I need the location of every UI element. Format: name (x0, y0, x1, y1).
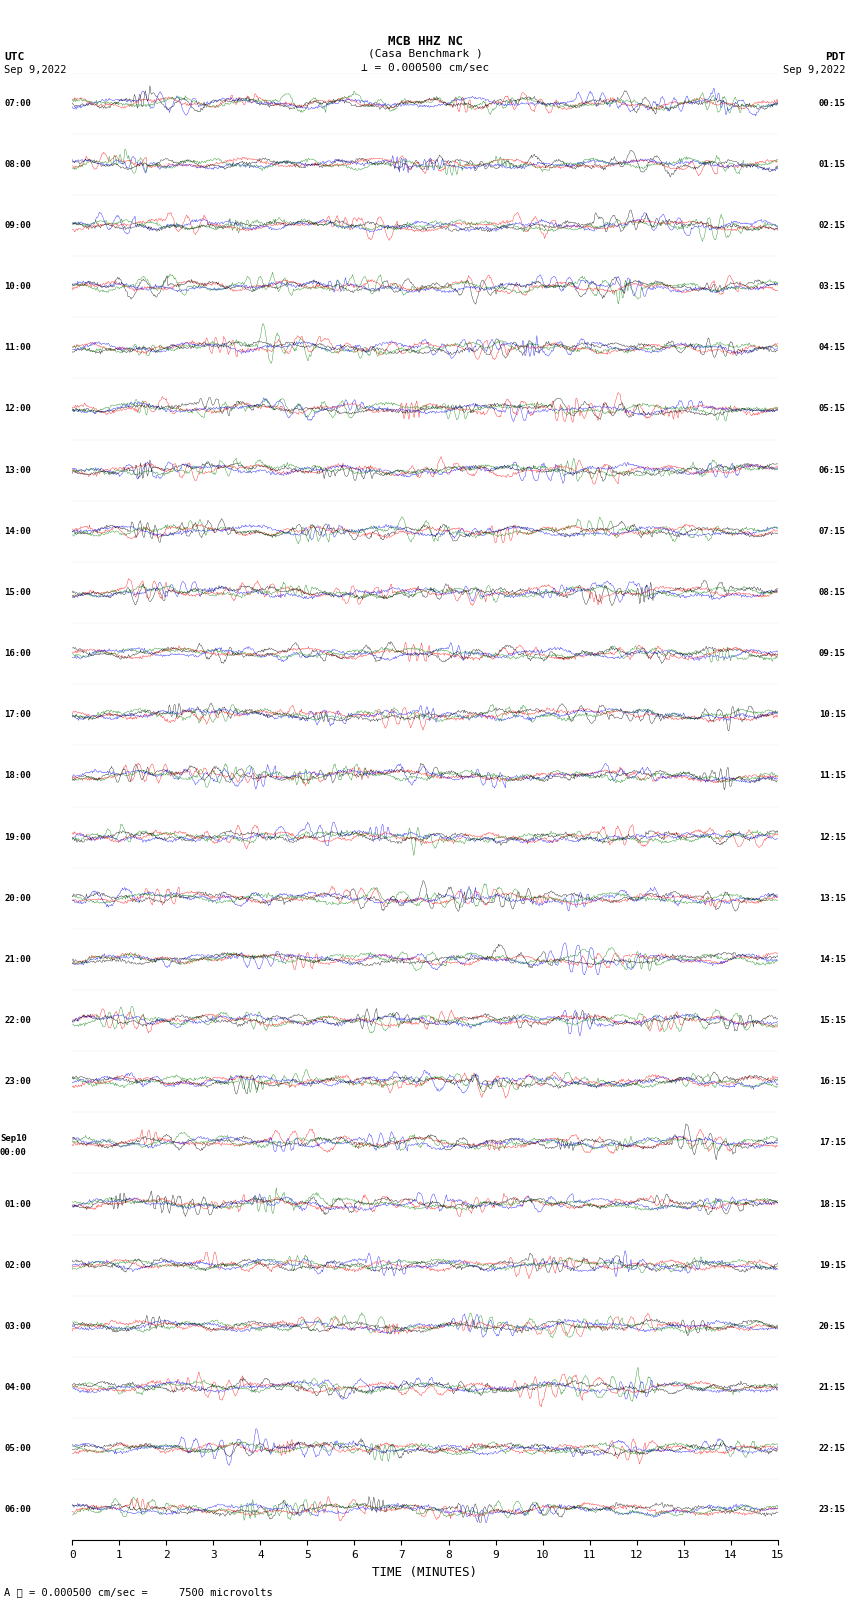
Text: PDT: PDT (825, 52, 846, 61)
Text: 05:00: 05:00 (4, 1444, 31, 1453)
Text: 10:15: 10:15 (819, 710, 846, 719)
Text: 01:15: 01:15 (819, 160, 846, 169)
Text: 02:00: 02:00 (4, 1261, 31, 1269)
Text: 11:15: 11:15 (819, 771, 846, 781)
Text: 20:00: 20:00 (4, 894, 31, 903)
Text: 14:00: 14:00 (4, 527, 31, 536)
Text: 22:15: 22:15 (819, 1444, 846, 1453)
Text: 21:00: 21:00 (4, 955, 31, 965)
Text: 22:00: 22:00 (4, 1016, 31, 1024)
Text: 12:00: 12:00 (4, 405, 31, 413)
Text: 13:15: 13:15 (819, 894, 846, 903)
Text: 16:15: 16:15 (819, 1077, 846, 1086)
Text: 23:00: 23:00 (4, 1077, 31, 1086)
Text: 19:00: 19:00 (4, 832, 31, 842)
Text: (Casa Benchmark ): (Casa Benchmark ) (367, 48, 483, 58)
Text: 05:15: 05:15 (819, 405, 846, 413)
Text: 21:15: 21:15 (819, 1382, 846, 1392)
Text: UTC: UTC (4, 52, 25, 61)
Text: 08:15: 08:15 (819, 589, 846, 597)
Text: 03:15: 03:15 (819, 282, 846, 290)
Text: 17:15: 17:15 (819, 1139, 846, 1147)
Text: 12:15: 12:15 (819, 832, 846, 842)
Text: 04:15: 04:15 (819, 344, 846, 352)
Text: 15:15: 15:15 (819, 1016, 846, 1024)
Text: 18:15: 18:15 (819, 1200, 846, 1208)
Text: 10:00: 10:00 (4, 282, 31, 290)
Text: 16:00: 16:00 (4, 648, 31, 658)
Text: 07:15: 07:15 (819, 527, 846, 536)
Text: A ⎾ = 0.000500 cm/sec =     7500 microvolts: A ⎾ = 0.000500 cm/sec = 7500 microvolts (4, 1587, 273, 1597)
Text: 19:15: 19:15 (819, 1261, 846, 1269)
Text: 17:00: 17:00 (4, 710, 31, 719)
Text: 13:00: 13:00 (4, 466, 31, 474)
Text: 00:15: 00:15 (819, 98, 846, 108)
Text: 07:00: 07:00 (4, 98, 31, 108)
Text: Sep10: Sep10 (0, 1134, 27, 1142)
Text: 20:15: 20:15 (819, 1323, 846, 1331)
Text: ⊥ = 0.000500 cm/sec: ⊥ = 0.000500 cm/sec (361, 63, 489, 73)
Text: 01:00: 01:00 (4, 1200, 31, 1208)
Text: 15:00: 15:00 (4, 589, 31, 597)
Text: 09:15: 09:15 (819, 648, 846, 658)
Text: 23:15: 23:15 (819, 1505, 846, 1515)
Text: 18:00: 18:00 (4, 771, 31, 781)
Text: 06:00: 06:00 (4, 1505, 31, 1515)
X-axis label: TIME (MINUTES): TIME (MINUTES) (372, 1566, 478, 1579)
Text: Sep 9,2022: Sep 9,2022 (783, 65, 846, 74)
Text: 08:00: 08:00 (4, 160, 31, 169)
Text: Sep 9,2022: Sep 9,2022 (4, 65, 67, 74)
Text: 06:15: 06:15 (819, 466, 846, 474)
Text: 02:15: 02:15 (819, 221, 846, 231)
Text: 00:00: 00:00 (0, 1148, 27, 1157)
Text: 04:00: 04:00 (4, 1382, 31, 1392)
Text: 09:00: 09:00 (4, 221, 31, 231)
Text: 11:00: 11:00 (4, 344, 31, 352)
Text: MCB HHZ NC: MCB HHZ NC (388, 35, 462, 48)
Text: 14:15: 14:15 (819, 955, 846, 965)
Text: 03:00: 03:00 (4, 1323, 31, 1331)
